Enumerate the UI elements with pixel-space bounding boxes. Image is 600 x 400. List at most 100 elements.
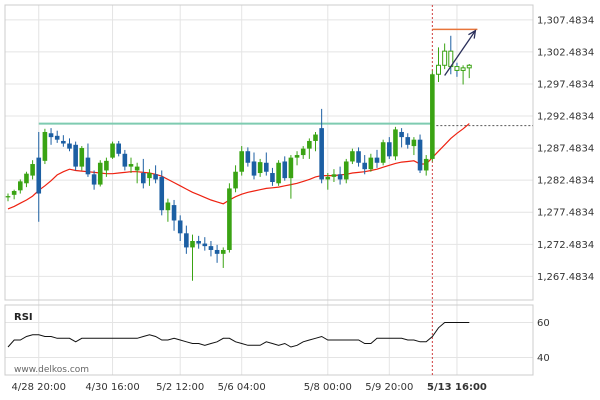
candle-body	[196, 241, 201, 244]
moving-average-line	[7, 123, 470, 210]
candle-body	[460, 67, 466, 71]
y-tick-label: 1,282.4834	[537, 176, 594, 187]
candle-body	[134, 166, 140, 171]
candle-body	[399, 131, 404, 138]
candle-body	[337, 174, 343, 180]
trend-arrow-head	[468, 29, 477, 39]
candle-body	[264, 162, 269, 172]
candle-body	[343, 161, 349, 180]
candle-body	[54, 135, 60, 140]
candle-body	[362, 162, 367, 170]
x-tick-label: 5/13 16:00	[427, 382, 487, 393]
candle-body	[423, 158, 429, 171]
candle-body	[61, 140, 66, 144]
candle-body	[356, 151, 361, 163]
candle-body	[153, 174, 158, 180]
candle-body	[288, 157, 294, 179]
x-tick-label: 4/30 16:00	[85, 382, 139, 393]
candle-body	[233, 171, 238, 189]
candle-body	[331, 174, 337, 177]
candle-body	[30, 164, 35, 176]
y-tick-label: 1,277.4834	[537, 208, 594, 219]
candle-body	[307, 140, 312, 149]
candle-body	[257, 162, 263, 174]
candle-body	[73, 144, 78, 167]
candle-body	[368, 157, 374, 170]
candle-body	[430, 74, 435, 159]
x-tick-label: 5/9 20:00	[365, 382, 413, 393]
candle-body	[282, 161, 288, 179]
y-tick-label: 1,287.4834	[537, 144, 594, 155]
candle-body	[5, 196, 11, 198]
x-tick-label: 5/8 00:00	[304, 382, 352, 393]
candle-body	[393, 129, 398, 157]
candle-body	[436, 64, 441, 75]
candle-body	[79, 148, 85, 167]
candle-body	[208, 246, 214, 250]
y-tick-label: 1,302.4834	[537, 47, 594, 58]
candle-body	[294, 155, 300, 158]
candle-body	[42, 131, 48, 161]
candle-body	[251, 161, 257, 176]
candle-body	[85, 157, 91, 175]
rsi-line	[7, 322, 470, 348]
candle-body	[141, 173, 146, 184]
x-tick-label: 4/28 20:00	[12, 382, 66, 393]
candle-body	[122, 153, 128, 167]
x-tick-label: 5/6 04:00	[218, 382, 266, 393]
candle-body	[116, 143, 121, 154]
candle-body	[319, 128, 324, 180]
candle-body	[177, 220, 183, 234]
candle-body	[270, 173, 275, 182]
x-tick-label: 5/2 12:00	[156, 382, 204, 393]
candle-body	[276, 162, 281, 184]
candle-body	[147, 173, 152, 179]
candle-body	[110, 143, 115, 158]
candle-body	[159, 176, 165, 211]
y-tick-label: 1,297.4834	[537, 79, 594, 90]
candle-body	[91, 174, 97, 185]
candle-body	[380, 142, 386, 163]
candle-body	[454, 66, 460, 71]
watermark-text: www.delkos.com	[14, 365, 89, 375]
candle-body	[220, 249, 226, 254]
y-tick-label: 1,292.4834	[537, 112, 594, 123]
candle-body	[374, 157, 380, 163]
rsi-tick-label: 40	[537, 353, 550, 364]
rsi-panel-label: RSI	[14, 312, 33, 323]
candle-body	[128, 164, 134, 167]
candle-body	[202, 243, 208, 247]
candle-body	[405, 137, 411, 145]
candle-body	[300, 148, 306, 156]
rsi-tick-label: 60	[537, 318, 550, 329]
candle-body	[36, 157, 42, 194]
candle-body	[411, 139, 417, 147]
candle-body	[350, 151, 355, 162]
candle-body	[387, 142, 392, 157]
candle-body	[24, 173, 29, 184]
price-plot-frame	[4, 4, 534, 301]
y-tick-label: 1,307.4834	[537, 15, 594, 26]
candle-body	[190, 241, 195, 248]
candle-body	[97, 162, 103, 185]
candle-body	[417, 139, 423, 171]
candle-body	[313, 134, 318, 141]
candle-body	[466, 64, 472, 69]
candle-body	[48, 133, 54, 138]
candle-body	[104, 160, 109, 171]
y-tick-label: 1,267.4834	[537, 272, 594, 283]
candle-body	[184, 233, 189, 248]
candle-body	[214, 249, 220, 254]
candle-body	[67, 143, 72, 149]
candle-body	[171, 205, 177, 221]
candle-body	[18, 181, 23, 191]
trend-arrow-line	[444, 30, 476, 76]
candle-body	[325, 176, 331, 180]
y-tick-label: 1,272.4834	[537, 240, 594, 251]
rsi-plot-frame	[4, 304, 534, 376]
candle-body	[165, 202, 171, 211]
candle-body	[227, 188, 232, 250]
candle-body	[245, 151, 251, 163]
candle-body	[442, 50, 448, 66]
